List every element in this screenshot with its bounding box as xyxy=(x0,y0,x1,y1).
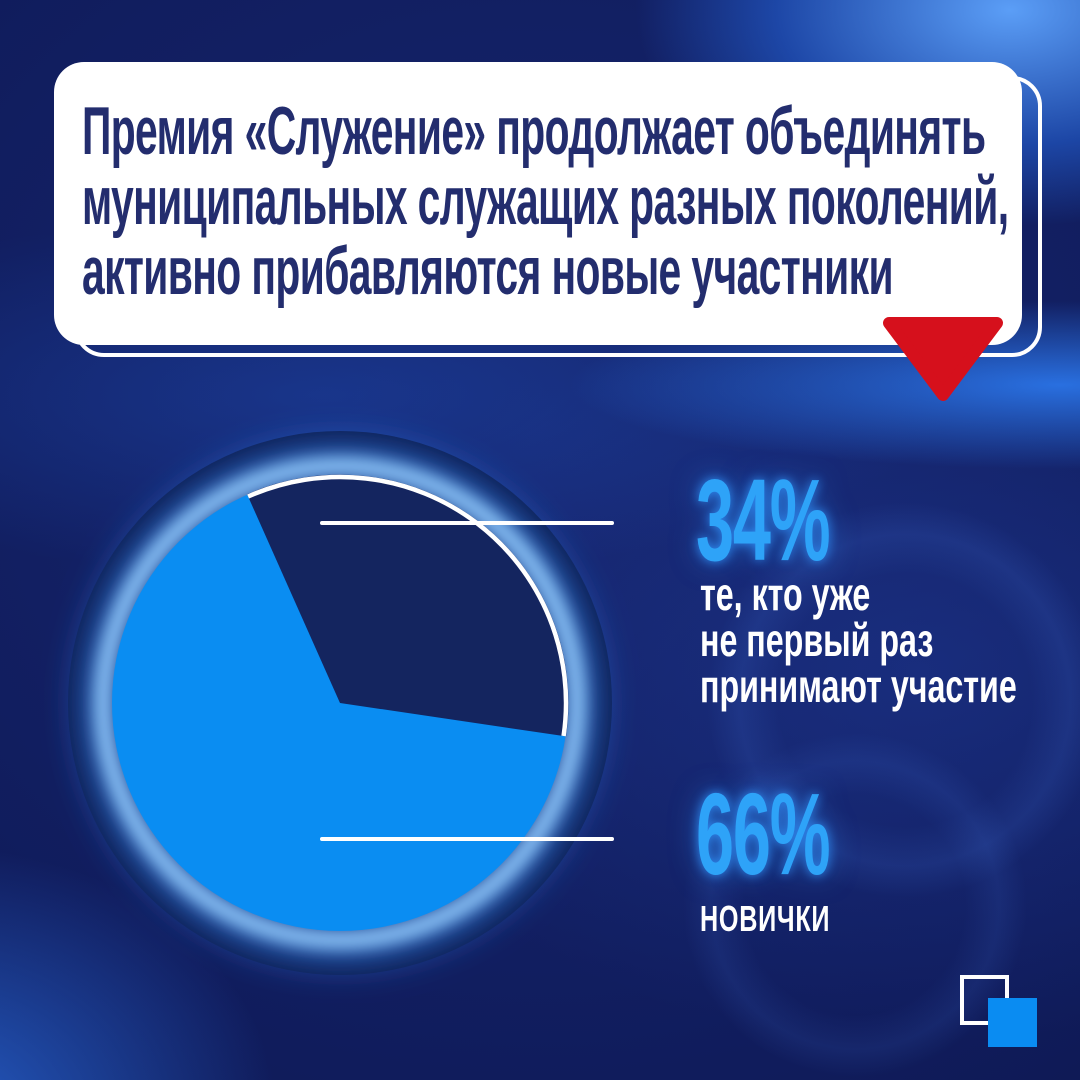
page-title: Премия «Служение» продолжает объединять … xyxy=(82,93,1009,309)
percent-value-66: 66% xyxy=(696,769,831,899)
slice-34-description: те, кто уже не первый раз принимают учас… xyxy=(700,571,1017,709)
page-title-line-3: активно прибавляются новые участники xyxy=(82,233,894,309)
page-title-line-2: муниципальных служащих разных поколений, xyxy=(82,163,1009,239)
pie-slice-34 xyxy=(247,474,569,737)
pie-chart xyxy=(68,431,612,975)
page-title-line-1: Премия «Служение» продолжает объединять xyxy=(82,93,986,169)
leader-line-66 xyxy=(320,837,614,841)
percent-value-34: 34% xyxy=(696,455,831,585)
pie-glow xyxy=(94,457,586,949)
slice-34-desc-line-1: те, кто уже xyxy=(700,568,871,620)
logo-blue-square xyxy=(988,998,1037,1047)
slice-66-description: новички xyxy=(700,898,831,939)
slice-34-desc-line-3: принимают участие xyxy=(700,660,1017,712)
slice-34-desc-line-2: не первый раз xyxy=(700,614,934,666)
header-card xyxy=(54,62,1022,345)
leader-line-34 xyxy=(320,521,614,525)
